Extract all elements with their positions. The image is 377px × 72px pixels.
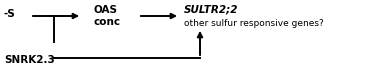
Text: SNRK2.3: SNRK2.3 [4,55,55,65]
Text: other sulfur responsive genes?: other sulfur responsive genes? [184,19,324,28]
Text: SULTR2;2: SULTR2;2 [184,4,239,14]
Text: -S: -S [4,9,16,19]
Text: OAS: OAS [94,5,118,15]
Text: conc: conc [94,17,121,27]
